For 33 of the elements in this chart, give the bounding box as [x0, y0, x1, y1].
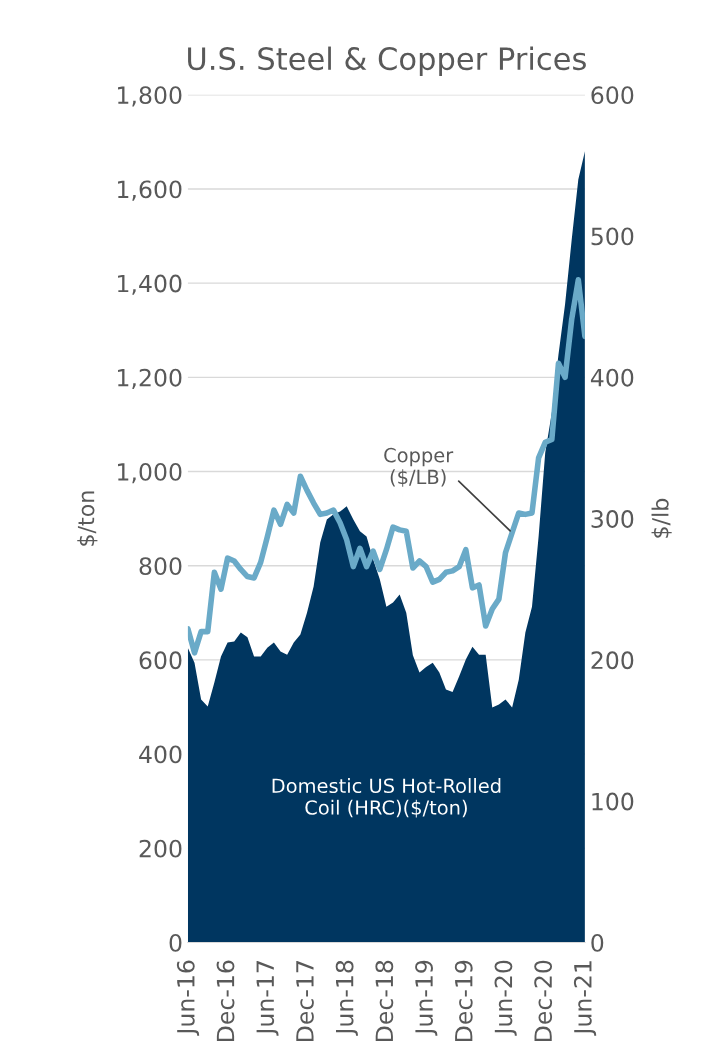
y-tick-label: 600: [139, 651, 182, 670]
y2-tick-label: 400: [590, 368, 634, 387]
y-axis-title: $/ton: [77, 491, 98, 546]
text: Copper ($/LB): [384, 447, 454, 487]
y2-tick-label: 100: [592, 792, 634, 811]
x-tick-label: Jun-20: [494, 960, 517, 1036]
y2-tick-label: 600: [591, 86, 634, 105]
y-tick-label: 1,800: [118, 86, 182, 107]
x-tick-label: Jun-16: [176, 960, 200, 1036]
series-label: Domestic US Hot-Rolled Coil (HRC)($/ton): [272, 778, 501, 818]
y-tick-label: 400: [139, 745, 182, 764]
x-tick-label: Dec-20: [534, 960, 553, 1042]
x-tick-label: Dec-17: [296, 961, 314, 1042]
y2-tick-label: 200: [591, 651, 634, 670]
x-tick-label: Dec-16: [216, 960, 235, 1042]
y-tick-label: 0: [169, 933, 182, 952]
x-tick-label: Dec-19: [454, 960, 473, 1042]
y-tick-label: 1,600: [118, 180, 182, 201]
y-tick-label: 1,000: [118, 462, 182, 484]
y2-tick-label: 0: [591, 933, 604, 952]
x-tick-label: Jun-17: [256, 961, 279, 1036]
x-tick-label: Jun-21: [573, 961, 597, 1036]
y-tick-label: 1,400: [118, 274, 182, 295]
x-tick-label: Jun-19: [415, 960, 438, 1036]
x-tick-label: Jun-18: [335, 960, 358, 1036]
y2-tick-label: 500: [591, 227, 634, 246]
y-tick-label: 1,200: [118, 368, 182, 390]
chart-title: U.S. Steel & Copper Prices: [188, 46, 586, 77]
y2-axis-title: $/lb: [651, 498, 672, 538]
y-tick-label: 800: [139, 557, 182, 575]
x-tick-label: Dec-18: [375, 960, 394, 1042]
y-tick-label: 200: [139, 839, 182, 858]
y2-tick-label: 300: [591, 510, 634, 528]
